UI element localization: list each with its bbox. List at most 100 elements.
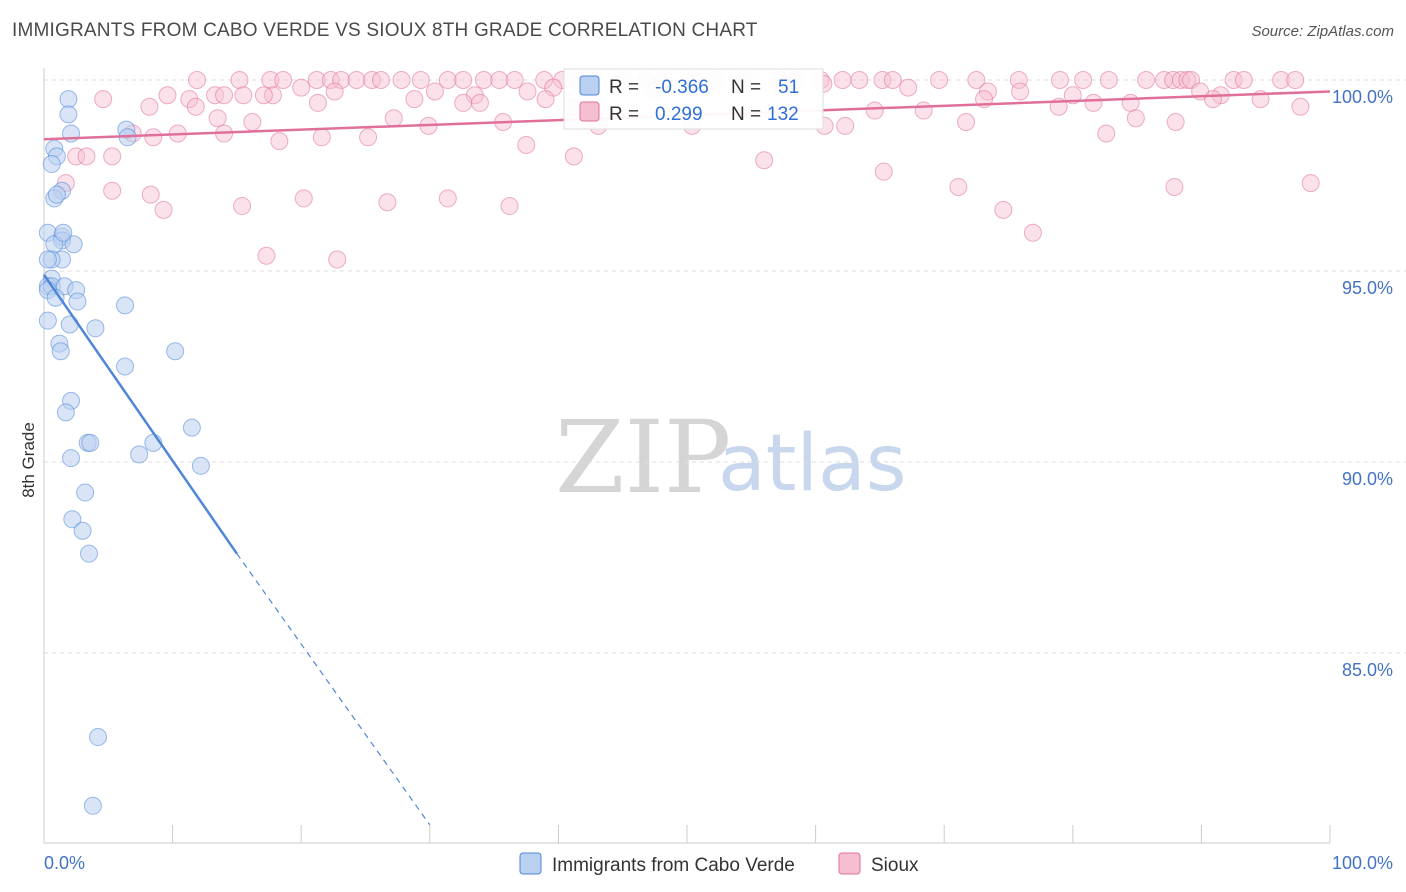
sioux-point bbox=[1286, 71, 1305, 89]
sioux-point bbox=[535, 71, 554, 89]
watermark-zip: ZIP bbox=[555, 399, 731, 516]
sioux-point bbox=[230, 71, 249, 89]
sioux-point bbox=[1097, 124, 1116, 143]
cabo-verde-point bbox=[86, 319, 105, 338]
sioux-point bbox=[865, 101, 884, 120]
sioux-point bbox=[836, 116, 855, 135]
legend-pink-swatch bbox=[579, 101, 600, 122]
sioux-point bbox=[378, 193, 397, 212]
axes bbox=[43, 68, 1331, 844]
cabo-verde-point bbox=[63, 510, 82, 529]
sioux-point bbox=[1171, 71, 1190, 89]
legend-blue-r-value: -0.366 bbox=[655, 77, 709, 98]
sioux-point bbox=[332, 71, 351, 89]
legend-pink-n-value: 132 bbox=[767, 104, 799, 125]
cabo-verde-point bbox=[46, 288, 65, 307]
sioux-point bbox=[1166, 113, 1185, 132]
sioux-point bbox=[470, 93, 489, 112]
cabo-verde-point bbox=[54, 223, 73, 242]
sioux-point bbox=[518, 82, 537, 101]
sioux-point bbox=[1023, 223, 1042, 242]
cabo-verde-point bbox=[76, 483, 95, 502]
sioux-point bbox=[1291, 97, 1310, 116]
sioux-point bbox=[517, 135, 536, 154]
sioux-point bbox=[67, 147, 86, 166]
sioux-point bbox=[1063, 86, 1082, 105]
bottom-legend-blue-label: Immigrants from Cabo Verde bbox=[552, 855, 795, 876]
cabo-verde-point bbox=[83, 796, 102, 815]
sioux-point bbox=[312, 128, 331, 147]
sioux-point bbox=[292, 78, 311, 97]
sioux-points bbox=[56, 71, 1320, 269]
bottom-legend-blue-swatch bbox=[519, 852, 542, 875]
cabo-verde-trend-extension bbox=[236, 553, 431, 826]
legend-blue-r-label: R = bbox=[609, 77, 639, 98]
sioux-point bbox=[405, 90, 424, 109]
source-credit: Source: ZipAtlas.com bbox=[1251, 23, 1394, 40]
sioux-point bbox=[930, 71, 949, 89]
chart-title: IMMIGRANTS FROM CABO VERDE VS SIOUX 8TH … bbox=[12, 20, 758, 41]
sioux-point bbox=[158, 86, 177, 105]
sioux-point bbox=[77, 147, 96, 166]
legend-blue-swatch bbox=[579, 75, 600, 96]
sioux-point bbox=[1165, 177, 1184, 196]
sioux-point bbox=[1137, 71, 1156, 89]
legend-blue-n-label: N = bbox=[731, 77, 761, 98]
sioux-point bbox=[1126, 109, 1145, 128]
sioux-point bbox=[564, 147, 583, 166]
cabo-verde-point bbox=[38, 311, 57, 330]
sioux-point bbox=[957, 113, 976, 132]
sioux-point bbox=[328, 250, 347, 269]
sioux-point bbox=[103, 147, 122, 166]
sioux-point bbox=[261, 71, 280, 89]
sioux-point bbox=[833, 71, 852, 89]
sioux-point bbox=[1224, 71, 1243, 89]
legend-blue-n-value: 51 bbox=[778, 77, 799, 98]
cabo-verde-point bbox=[42, 155, 61, 174]
sioux-point bbox=[873, 71, 892, 89]
sioux-point bbox=[438, 71, 457, 89]
bottom-legend-pink-swatch bbox=[838, 852, 861, 875]
sioux-point bbox=[1099, 71, 1118, 89]
sioux-point bbox=[233, 197, 252, 216]
sioux-point bbox=[949, 177, 968, 196]
sioux-point bbox=[474, 71, 493, 89]
sioux-point bbox=[1301, 174, 1320, 193]
tick-labels: 100.0% 95.0% 90.0% 85.0% 0.0% 100.0% bbox=[44, 87, 1393, 873]
cabo-verde-point bbox=[116, 296, 135, 315]
cabo-verde-point bbox=[80, 544, 99, 563]
x-tick-label-right: 100.0% bbox=[1332, 853, 1393, 873]
watermark-atlas: atlas bbox=[718, 419, 907, 509]
sioux-point bbox=[392, 71, 411, 89]
x-tick-label-left: 0.0% bbox=[44, 853, 85, 873]
sioux-point bbox=[454, 71, 473, 89]
sioux-point bbox=[1050, 71, 1069, 89]
stats-legend: R = -0.366 N = 51 R = 0.299 N = 132 bbox=[563, 68, 824, 130]
cabo-verde-trend-line bbox=[42, 274, 238, 555]
sioux-point bbox=[325, 82, 344, 101]
sioux-point bbox=[347, 71, 366, 89]
sioux-point bbox=[206, 86, 225, 105]
sioux-point bbox=[94, 90, 113, 109]
cabo-verde-point bbox=[116, 357, 135, 376]
sioux-point bbox=[1121, 93, 1140, 112]
cabo-verde-point bbox=[81, 433, 100, 452]
cabo-verde-point bbox=[166, 342, 185, 361]
cabo-verde-points bbox=[38, 90, 210, 815]
sioux-point bbox=[263, 86, 282, 105]
cabo-verde-point bbox=[38, 250, 57, 269]
sioux-point bbox=[411, 71, 430, 89]
sioux-point bbox=[141, 185, 160, 204]
cabo-verde-point bbox=[51, 342, 70, 361]
sioux-point bbox=[500, 197, 519, 216]
cabo-verde-point bbox=[191, 456, 210, 475]
sioux-point bbox=[1272, 71, 1291, 89]
y-tick-label: 85.0% bbox=[1342, 660, 1393, 680]
sioux-point bbox=[1178, 71, 1197, 89]
sioux-point bbox=[883, 71, 902, 89]
cabo-verde-point bbox=[89, 728, 108, 747]
sioux-point bbox=[270, 132, 289, 151]
bottom-legend: Immigrants from Cabo Verde Sioux bbox=[519, 852, 919, 876]
sioux-point bbox=[257, 246, 276, 265]
